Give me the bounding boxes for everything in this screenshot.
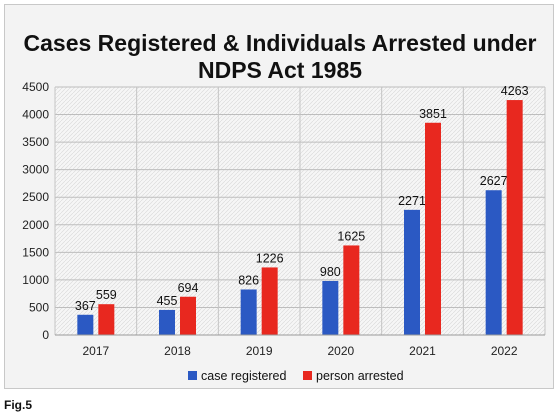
data-label: 1625	[337, 229, 365, 243]
y-tick-label: 1500	[22, 245, 49, 259]
x-tick-label: 2021	[409, 344, 436, 358]
data-label: 1226	[256, 251, 284, 265]
y-tick-label: 2000	[22, 218, 49, 232]
bar-person-arrested-2019	[261, 267, 278, 335]
legend-label: case registered	[201, 369, 287, 383]
chart-title-line-2: NDPS Act 1985	[198, 57, 362, 83]
chart-title-line-1: Cases Registered & Individuals Arrested …	[24, 30, 537, 56]
y-tick-label: 3000	[22, 163, 49, 177]
bar-person-arrested-2017	[98, 304, 115, 335]
legend-swatch	[188, 371, 197, 380]
bar-person-arrested-2021	[425, 122, 441, 335]
data-label: 367	[75, 299, 96, 313]
y-tick-label: 2500	[22, 190, 49, 204]
data-label: 2271	[398, 194, 426, 208]
data-label: 980	[320, 265, 341, 279]
y-tick-label: 3500	[22, 135, 49, 149]
x-tick-label: 2019	[246, 344, 273, 358]
legend-swatch	[303, 371, 312, 380]
bar-person-arrested-2020	[343, 245, 360, 335]
bar-person-arrested-2018	[180, 296, 196, 335]
data-label: 559	[96, 288, 117, 302]
y-tick-label: 0	[42, 328, 49, 342]
legend: case registered person arrested	[188, 369, 404, 383]
data-label: 455	[157, 294, 178, 308]
bar-case-registered-2022	[485, 190, 502, 335]
data-label: 4263	[501, 84, 529, 98]
chart: Cases Registered & Individuals Arrested …	[22, 30, 546, 383]
legend-label: person arrested	[316, 369, 404, 383]
x-tick-label: 2022	[491, 344, 518, 358]
data-label: 3851	[419, 107, 447, 121]
bar-case-registered-2018	[159, 309, 175, 335]
bar-case-registered-2020	[322, 280, 339, 335]
figure-label: Fig.5	[4, 398, 33, 412]
y-tick-label: 4000	[22, 108, 49, 122]
data-label: 694	[178, 281, 199, 295]
x-tick-label: 2017	[82, 344, 109, 358]
bar-case-registered-2017	[77, 314, 94, 335]
x-tick-label: 2020	[327, 344, 354, 358]
data-label: 826	[238, 273, 259, 287]
y-tick-label: 500	[29, 300, 49, 314]
bar-person-arrested-2022	[506, 100, 523, 335]
bar-case-registered-2021	[404, 209, 420, 335]
data-label: 2627	[480, 174, 508, 188]
y-tick-label: 1000	[22, 273, 49, 287]
plot-area: 0 500 1000 1500 2000 2500 3000 3500 4000 4500 3675…	[22, 80, 546, 358]
y-tick-label: 4500	[22, 80, 49, 94]
x-tick-label: 2018	[164, 344, 191, 358]
chart-frame: Cases Registered & Individuals Arrested …	[4, 4, 554, 389]
bar-case-registered-2019	[240, 289, 257, 335]
